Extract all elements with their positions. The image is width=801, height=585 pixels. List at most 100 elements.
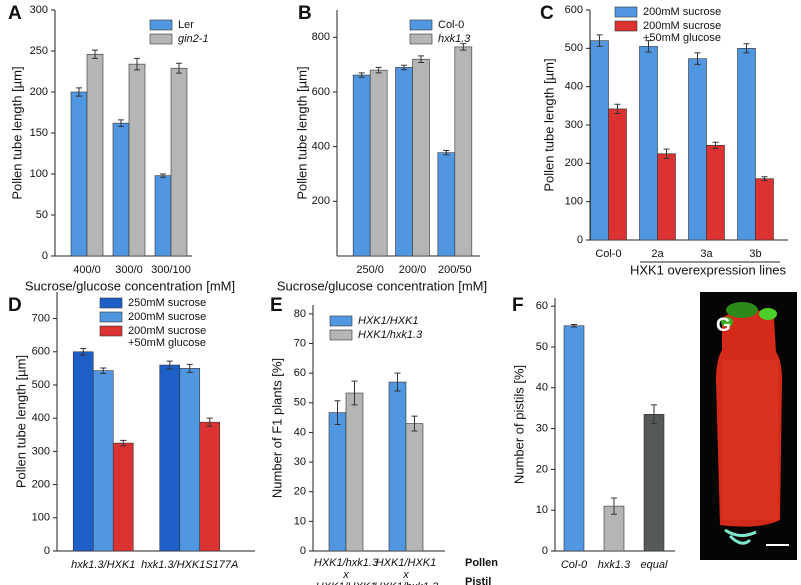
y-tick-label: 30 bbox=[536, 422, 548, 434]
bar bbox=[454, 46, 473, 257]
y-tick-label: 400 bbox=[32, 412, 50, 424]
error-bar bbox=[651, 404, 657, 425]
error-bar bbox=[394, 372, 401, 392]
legend-label: 200mM sucrose bbox=[128, 311, 206, 323]
panel-label: F bbox=[512, 295, 524, 316]
error-bar bbox=[596, 34, 603, 47]
error-bar bbox=[411, 415, 418, 432]
micrograph: G bbox=[700, 292, 797, 560]
x-tick-label: 400/0 bbox=[73, 264, 101, 276]
x-tick-label: 3b bbox=[749, 248, 761, 260]
bar bbox=[388, 381, 407, 552]
error-bar bbox=[375, 66, 382, 74]
error-bar bbox=[571, 324, 577, 328]
y-tick-label: 700 bbox=[32, 312, 50, 324]
error-bar bbox=[401, 64, 407, 71]
bar bbox=[328, 412, 347, 552]
bar bbox=[737, 48, 756, 241]
y-tick-label: 50 bbox=[36, 209, 48, 221]
y-axis-label: Pollen tube length [µm] bbox=[9, 66, 24, 199]
y-tick-label: 0 bbox=[42, 250, 48, 262]
y-tick-label: 30 bbox=[294, 456, 306, 468]
error-bar bbox=[663, 148, 670, 159]
error-bar bbox=[351, 380, 358, 406]
panel-label: A bbox=[8, 3, 22, 24]
bar bbox=[170, 67, 188, 257]
error-bar bbox=[334, 400, 341, 425]
bar bbox=[639, 46, 658, 241]
error-bar bbox=[614, 103, 621, 114]
y-tick-label: 40 bbox=[536, 382, 548, 394]
bar bbox=[154, 175, 172, 257]
y-tick-label: 600 bbox=[565, 4, 583, 16]
legend-label: 250mM sucrose bbox=[128, 297, 206, 309]
y-tick-label: 70 bbox=[294, 337, 306, 349]
y-tick-label: 600 bbox=[32, 346, 50, 358]
y-tick-label: 60 bbox=[536, 300, 548, 312]
bar bbox=[369, 69, 388, 257]
bar bbox=[706, 145, 725, 241]
y-tick-label: 50 bbox=[536, 341, 548, 353]
y-tick-label: 50 bbox=[294, 397, 306, 409]
bar bbox=[128, 63, 146, 257]
error-bar bbox=[166, 360, 173, 370]
y-tick-label: 200 bbox=[32, 478, 50, 490]
error-bar bbox=[92, 49, 98, 59]
legend-label: hxk1.3 bbox=[438, 33, 471, 45]
x-tick-label: Col-0 bbox=[595, 248, 621, 260]
error-bar bbox=[611, 497, 617, 515]
y-tick-label: 800 bbox=[312, 31, 330, 43]
x-tick-label: 300/0 bbox=[115, 264, 143, 276]
error-bar bbox=[186, 363, 193, 373]
y-tick-label: 0 bbox=[542, 545, 548, 557]
error-bar bbox=[120, 439, 127, 447]
y-axis-label: Pollen tube length [µm] bbox=[13, 355, 28, 488]
error-bar bbox=[206, 417, 213, 427]
y-tick-label: 20 bbox=[294, 486, 306, 498]
error-bar bbox=[100, 367, 107, 374]
legend-swatch bbox=[149, 19, 173, 31]
y-tick-label: 500 bbox=[565, 42, 583, 54]
y-axis-label: Pollen tube length [µm] bbox=[294, 66, 309, 199]
y-axis-label: Number of pistils [%] bbox=[511, 365, 526, 484]
row-label: Pollen bbox=[465, 557, 498, 569]
error-bar bbox=[134, 57, 140, 71]
x-tick-label: 2a bbox=[651, 248, 664, 260]
y-tick-label: 10 bbox=[536, 504, 548, 516]
x-axis-label: Sucrose/glucose concentration [mM] bbox=[25, 278, 235, 293]
legend-swatch bbox=[614, 6, 638, 18]
chart-panel: C Pollen tube length [µm] 0 100 200 300 400 500… bbox=[540, 3, 788, 277]
y-tick-label: 250 bbox=[30, 45, 48, 57]
bar bbox=[657, 153, 676, 241]
bar bbox=[563, 325, 585, 552]
legend-label: HXK1/hxk1.3 bbox=[358, 329, 423, 341]
bar bbox=[405, 423, 424, 552]
y-tick-label: 60 bbox=[294, 367, 306, 379]
bar bbox=[688, 58, 707, 241]
error-bar bbox=[418, 55, 424, 63]
legend-swatch bbox=[409, 33, 433, 45]
legend-label: 200mM sucrose +50mM glucose bbox=[643, 20, 721, 44]
bar bbox=[70, 91, 88, 257]
error-bar bbox=[460, 43, 467, 51]
error-bar bbox=[358, 72, 365, 78]
y-tick-label: 200 bbox=[565, 157, 583, 169]
y-tick-label: 10 bbox=[294, 515, 306, 527]
y-axis-label: Number of F1 plants [%] bbox=[269, 358, 284, 498]
chart-panel: E Number of F1 plants [%] 0 10 20 30 40 50 60 70 8… bbox=[269, 295, 498, 585]
legend-label: HXK1/HXK1 bbox=[358, 315, 419, 327]
panel-label: D bbox=[8, 295, 22, 316]
error-bar bbox=[176, 62, 182, 74]
legend-swatch bbox=[149, 33, 173, 45]
panel-label: G bbox=[716, 315, 731, 336]
y-tick-label: 300 bbox=[565, 119, 583, 131]
x-tick-label: hxk1.3/HXK1S177A bbox=[141, 559, 238, 571]
legend-swatch bbox=[329, 315, 353, 327]
legend-swatch bbox=[614, 20, 638, 32]
legend-label: Col-0 bbox=[438, 19, 464, 31]
error-bar bbox=[712, 141, 719, 149]
legend-swatch bbox=[409, 19, 433, 31]
y-tick-label: 0 bbox=[300, 545, 306, 557]
